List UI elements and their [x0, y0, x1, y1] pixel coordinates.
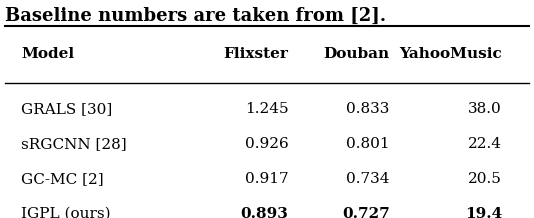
Text: sRGCNN [28]: sRGCNN [28]	[21, 137, 127, 151]
Text: 19.4: 19.4	[465, 207, 502, 218]
Text: Baseline numbers are taken from [2].: Baseline numbers are taken from [2].	[5, 7, 387, 25]
Text: Douban: Douban	[324, 48, 390, 61]
Text: Flixster: Flixster	[224, 48, 288, 61]
Text: 38.0: 38.0	[468, 102, 502, 116]
Text: YahooMusic: YahooMusic	[399, 48, 502, 61]
Text: GRALS [30]: GRALS [30]	[21, 102, 113, 116]
Text: 0.801: 0.801	[346, 137, 390, 151]
Text: GC-MC [2]: GC-MC [2]	[21, 172, 104, 186]
Text: 1.245: 1.245	[245, 102, 288, 116]
Text: 22.4: 22.4	[468, 137, 502, 151]
Text: 0.893: 0.893	[240, 207, 288, 218]
Text: 20.5: 20.5	[468, 172, 502, 186]
Text: Model: Model	[21, 48, 74, 61]
Text: 0.734: 0.734	[347, 172, 390, 186]
Text: 0.833: 0.833	[347, 102, 390, 116]
Text: IGPL (ours): IGPL (ours)	[21, 207, 111, 218]
Text: 0.727: 0.727	[342, 207, 390, 218]
Text: 0.917: 0.917	[245, 172, 288, 186]
Text: 0.926: 0.926	[245, 137, 288, 151]
